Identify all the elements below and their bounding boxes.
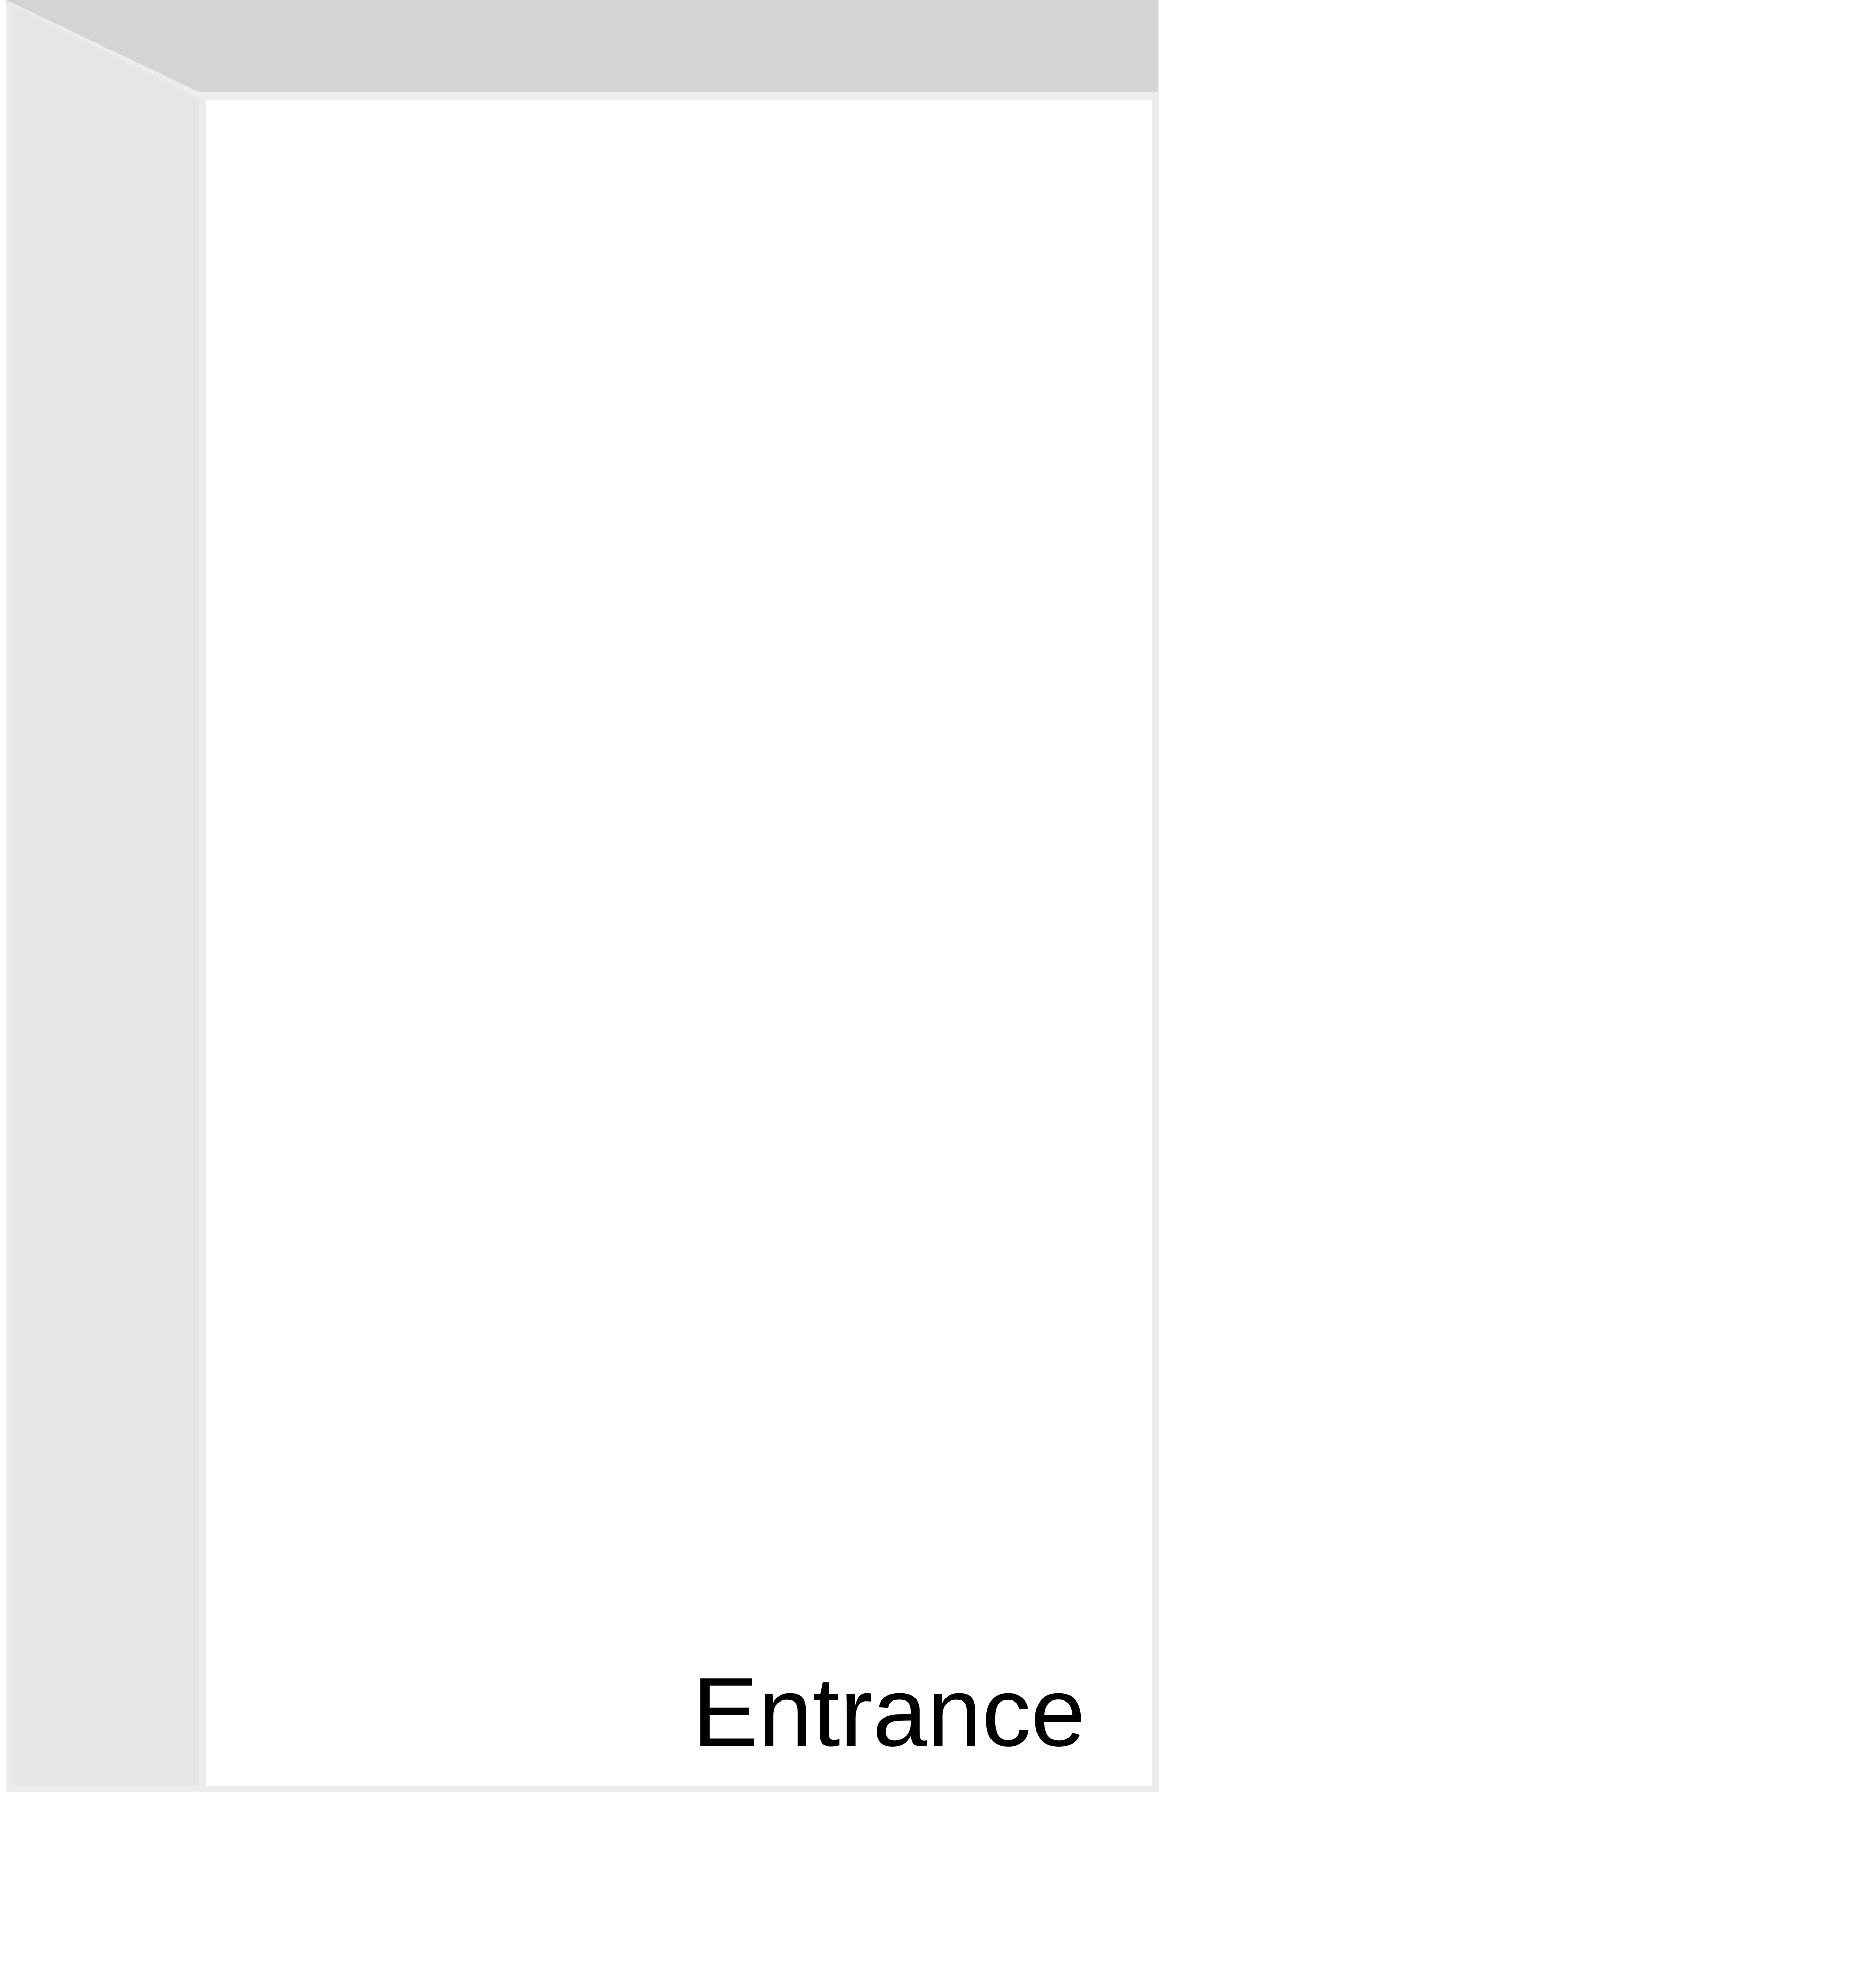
entrance-label: Entrance [693,1658,1086,1767]
ceiling-panel [6,0,1158,92]
left-wall-panel [12,5,199,1786]
entrance-opening [206,100,1152,1786]
